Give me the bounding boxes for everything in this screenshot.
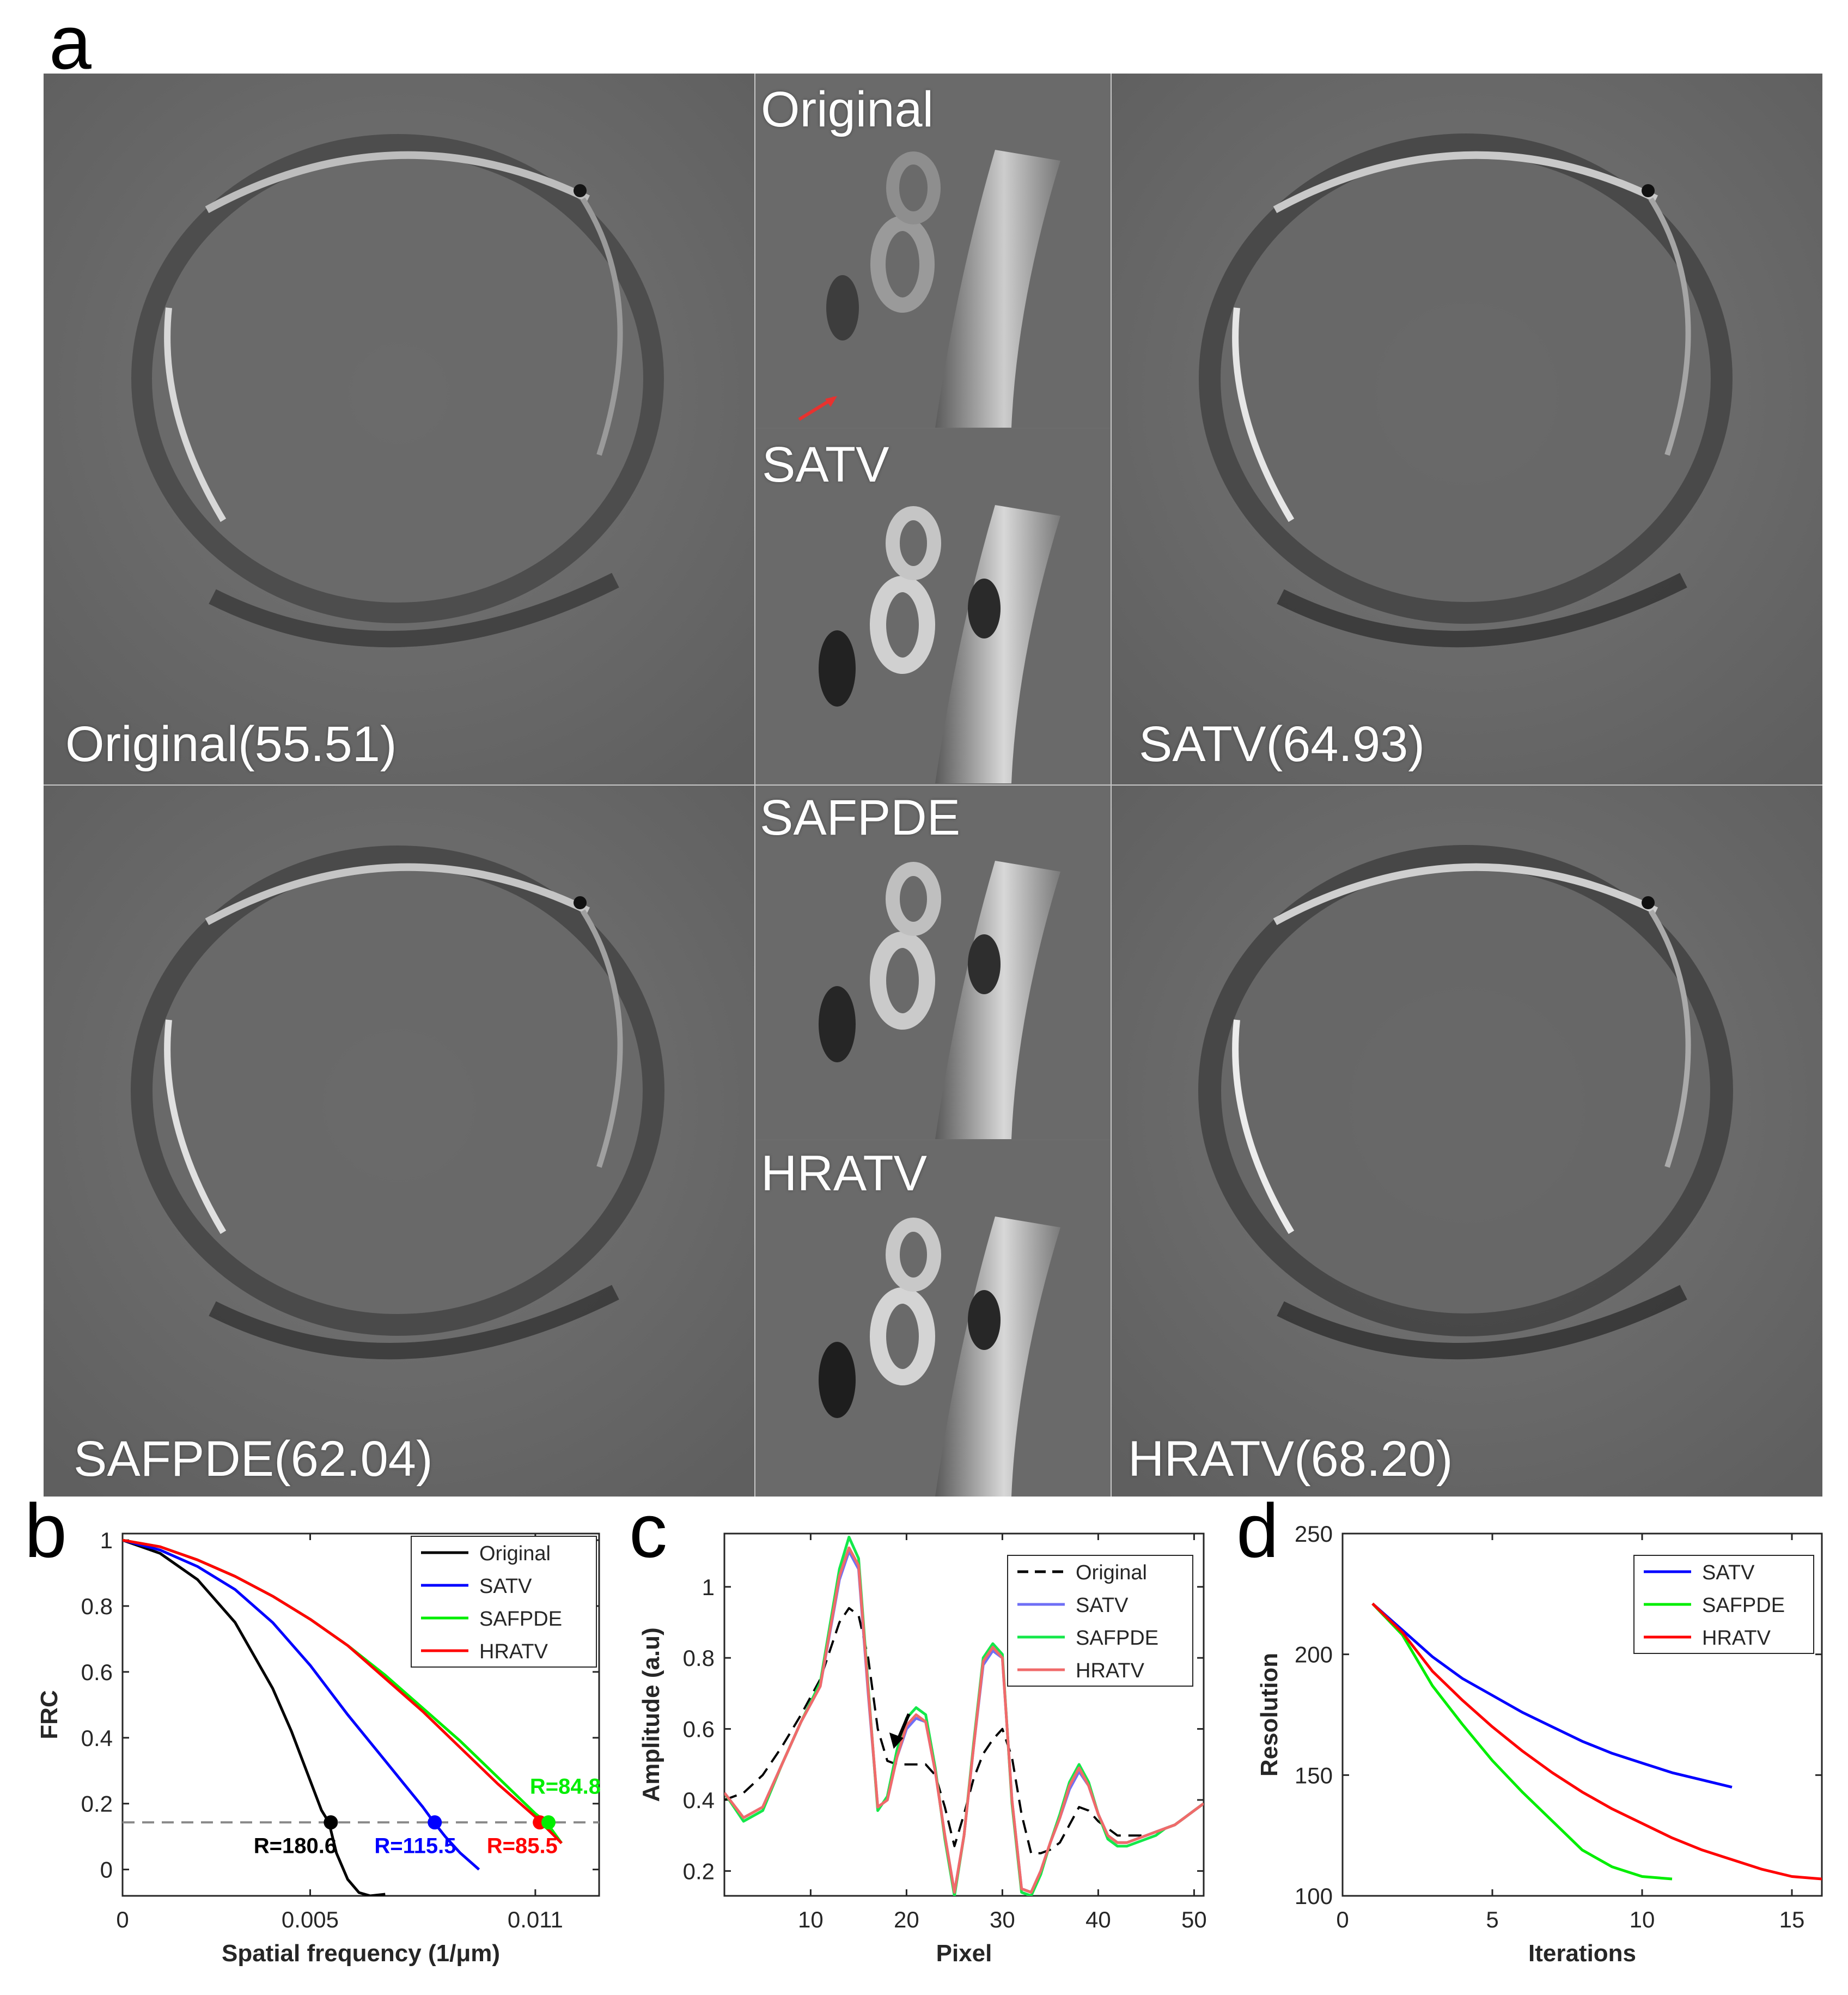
legend-label: SAFPDE (479, 1608, 562, 1631)
x-tick-label: 0.005 (282, 1907, 339, 1932)
y-tick-label: 0.8 (81, 1593, 113, 1619)
x-axis-label: Spatial frequency (1/μm) (222, 1940, 500, 1967)
zoom-original: Original (755, 74, 1111, 428)
cell-image-safpde (44, 786, 754, 1497)
grid-divider-v1 (754, 74, 755, 1497)
threshold-marker (324, 1815, 338, 1830)
zoom-label-original: Original (761, 82, 934, 137)
y-tick-label: 1 (702, 1574, 715, 1600)
y-tick-label: 250 (1295, 1521, 1333, 1547)
series-line-satv (123, 1538, 480, 1871)
x-tick-label: 50 (1181, 1907, 1207, 1932)
tile-safpde: SAFPDE(62.04) (44, 786, 754, 1497)
zoom-label-safpde: SAFPDE (760, 790, 961, 846)
y-tick-label: 100 (1295, 1883, 1333, 1909)
x-tick-label: 30 (990, 1907, 1015, 1932)
legend-label: SATV (1076, 1594, 1129, 1617)
zoom-hratv: HRATV (755, 1140, 1111, 1497)
legend-box (1007, 1555, 1193, 1687)
frc-chart: 0 0.005 0.011 0 0.2 0.4 0.6 0.8 1 Spatial frequen… (36, 1528, 601, 1967)
y-tick-label: 200 (1295, 1642, 1333, 1668)
x-tick-label: 10 (1630, 1907, 1655, 1932)
resolution-chart: 0 5 10 15 100 150 200 250 Iterations Resolution SA… (1256, 1521, 1823, 1967)
panel-letter-a: a (49, 0, 92, 85)
series-line-original (123, 1538, 386, 1896)
legend-label: Original (479, 1542, 551, 1565)
x-tick-label: 0 (1336, 1907, 1349, 1932)
tile-label-safpde: SAFPDE(62.04) (74, 1431, 433, 1487)
y-axis-label: FRC (36, 1690, 63, 1739)
legend-label: SATV (479, 1575, 532, 1598)
zoom-satv: SATV (755, 429, 1111, 783)
annotation-arrow-head (889, 1732, 904, 1749)
zoom-image-original (755, 74, 1111, 428)
x-tick-label: 0.011 (508, 1907, 563, 1932)
amplitude-chart: 10 20 30 40 50 0.2 0.4 0.6 0.8 1 Pixel Amplitude (a… (638, 1532, 1207, 1967)
legend-label: Original (1076, 1561, 1147, 1584)
series-line-hratv (724, 1546, 1204, 1894)
threshold-marker (541, 1815, 556, 1830)
x-tick-label: 20 (894, 1907, 919, 1932)
y-tick-label: 1 (100, 1528, 113, 1553)
y-axis-label: Resolution (1256, 1653, 1283, 1777)
series-line-safpde (724, 1536, 1204, 1896)
zoom-label-satv: SATV (762, 437, 889, 492)
tile-label-satv: SATV(64.93) (1139, 716, 1425, 772)
y-tick-label: 0.4 (683, 1787, 715, 1813)
series-line-original (724, 1607, 1204, 1854)
x-axis-label: Iterations (1528, 1940, 1636, 1967)
annotation-label: R=115.5 (374, 1834, 456, 1858)
panel-letter-c: c (629, 1488, 667, 1573)
y-axis-label: Amplitude (a.u) (638, 1627, 664, 1802)
zoom-image-hratv (755, 1140, 1111, 1497)
series-line-hratv (1371, 1602, 1822, 1881)
legend-label: HRATV (1076, 1659, 1145, 1682)
tile-original: Original(55.51) (44, 74, 754, 784)
grid-divider-h (44, 784, 1822, 786)
x-tick-label: 15 (1779, 1907, 1805, 1932)
y-tick-label: 0 (100, 1857, 113, 1883)
legend-label: SAFPDE (1076, 1627, 1158, 1650)
legend-label: HRATV (1702, 1627, 1771, 1650)
legend-label: SAFPDE (1702, 1594, 1785, 1617)
y-tick-label: 0.4 (81, 1725, 113, 1751)
legend-label: HRATV (479, 1640, 548, 1663)
annotation-label: R=85.5 (487, 1834, 558, 1858)
tile-hratv: HRATV(68.20) (1112, 786, 1822, 1497)
annotation-label: R=180.6 (254, 1834, 337, 1858)
cell-image-hratv (1112, 786, 1822, 1497)
zoom-safpde: SAFPDE (755, 784, 1111, 1139)
x-tick-label: 40 (1085, 1907, 1111, 1932)
tile-satv: SATV(64.93) (1112, 74, 1822, 784)
y-tick-label: 0.6 (683, 1717, 715, 1742)
y-tick-label: 0.2 (683, 1858, 715, 1884)
panel-letter-d: d (1236, 1488, 1279, 1573)
threshold-marker (428, 1815, 442, 1830)
panel-letter-b: b (25, 1488, 67, 1573)
y-tick-label: 0.8 (683, 1645, 715, 1671)
tile-label-hratv: HRATV(68.20) (1128, 1431, 1453, 1487)
tile-label-original: Original(55.51) (65, 716, 397, 772)
zoom-image-satv (755, 429, 1111, 783)
y-tick-label: 0.6 (81, 1659, 113, 1685)
x-tick-label: 10 (798, 1907, 824, 1932)
panel-a-image-grid: Original(55.51) SATV(64.93) SAFPDE(62.04… (44, 74, 1822, 1497)
series-line-hratv (123, 1538, 563, 1845)
legend-label: SATV (1702, 1561, 1755, 1584)
series-line-satv (1371, 1602, 1733, 1789)
cell-image-original (44, 74, 754, 784)
annotation-label: R=84.8 (530, 1775, 601, 1799)
x-tick-label: 0 (116, 1907, 129, 1932)
zoom-image-safpde (755, 784, 1111, 1139)
legend-box (411, 1536, 597, 1668)
cell-image-satv (1112, 74, 1822, 784)
zoom-label-hratv: HRATV (761, 1146, 927, 1201)
x-tick-label: 5 (1486, 1907, 1498, 1932)
x-axis-label: Pixel (936, 1940, 992, 1967)
y-tick-label: 0.2 (81, 1791, 113, 1817)
y-tick-label: 150 (1295, 1762, 1333, 1788)
grid-divider-v2 (1111, 74, 1112, 1497)
series-line-safpde (1371, 1602, 1673, 1881)
